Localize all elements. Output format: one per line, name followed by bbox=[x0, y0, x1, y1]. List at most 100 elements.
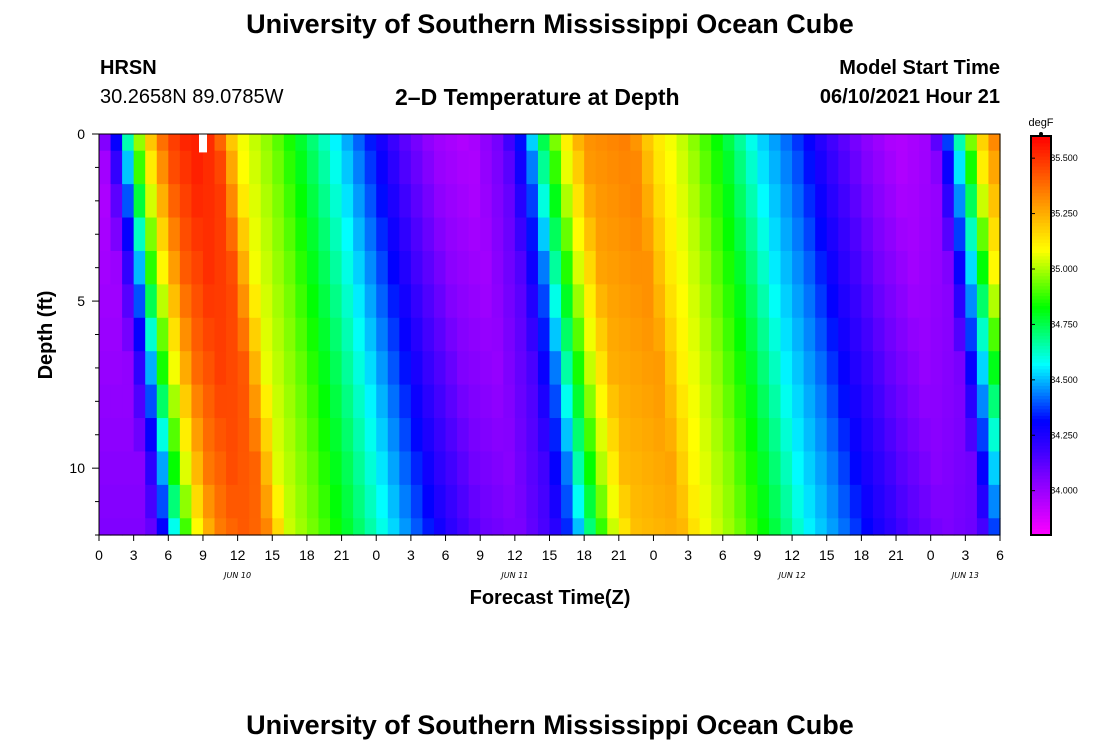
heatmap-cell bbox=[930, 351, 943, 386]
heatmap-cell bbox=[838, 150, 851, 185]
heatmap-cell bbox=[387, 484, 400, 519]
colorbar-swatch bbox=[1031, 136, 1051, 140]
heatmap-cell bbox=[514, 150, 527, 185]
heatmap-cell bbox=[226, 284, 239, 319]
heatmap-cell bbox=[330, 518, 343, 536]
heatmap-cell bbox=[838, 384, 851, 419]
heatmap-cell bbox=[295, 250, 308, 285]
heatmap-cell bbox=[780, 184, 793, 219]
colorbar-swatch bbox=[1031, 185, 1051, 190]
heatmap-cell bbox=[722, 217, 735, 252]
heatmap-cell bbox=[353, 217, 366, 252]
heatmap-cell bbox=[364, 150, 377, 185]
heatmap-cells bbox=[99, 134, 1001, 536]
heatmap-cell bbox=[953, 284, 966, 319]
heatmap-cell bbox=[330, 484, 343, 519]
heatmap-cell bbox=[99, 150, 112, 185]
heatmap-cell bbox=[226, 484, 239, 519]
heatmap-cell bbox=[780, 284, 793, 319]
heatmap-cell bbox=[942, 184, 955, 219]
heatmap-cell bbox=[607, 184, 620, 219]
heatmap-cell bbox=[110, 250, 123, 285]
heatmap-cell bbox=[838, 418, 851, 453]
heatmap-cell bbox=[618, 134, 631, 152]
x-tick-label: 12 bbox=[784, 547, 800, 563]
heatmap-cell bbox=[480, 150, 493, 185]
heatmap-cell bbox=[364, 134, 377, 152]
heatmap-cell bbox=[872, 284, 886, 319]
heatmap-cell bbox=[884, 317, 897, 352]
heatmap-cell bbox=[699, 518, 712, 536]
colorbar-swatch bbox=[1031, 312, 1051, 317]
heatmap-cell bbox=[156, 150, 169, 185]
x-tick-label: 3 bbox=[130, 547, 138, 563]
heatmap-cell bbox=[561, 134, 574, 152]
heatmap-cell bbox=[884, 284, 897, 319]
heatmap-cell bbox=[526, 284, 539, 319]
heatmap-cell bbox=[607, 250, 620, 285]
heatmap-cell bbox=[341, 284, 354, 319]
heatmap-cell bbox=[792, 284, 805, 319]
heatmap-cell bbox=[480, 451, 493, 486]
heatmap-cell bbox=[826, 150, 839, 185]
heatmap-cell bbox=[526, 317, 539, 352]
colorbar-swatch bbox=[1031, 265, 1051, 270]
heatmap-cell bbox=[942, 484, 955, 519]
heatmap-cell bbox=[376, 484, 389, 519]
heatmap-cell bbox=[202, 184, 216, 219]
heatmap-cell bbox=[156, 351, 169, 386]
heatmap-cell bbox=[202, 418, 216, 453]
heatmap-cell bbox=[757, 284, 770, 319]
colorbar-swatch bbox=[1031, 498, 1051, 503]
heatmap-cell bbox=[364, 484, 377, 519]
heatmap-cell bbox=[861, 284, 874, 319]
colorbar-swatch bbox=[1031, 428, 1051, 433]
colorbar-swatch bbox=[1031, 372, 1051, 376]
heatmap-cell bbox=[433, 134, 447, 152]
heatmap-cell bbox=[306, 317, 320, 352]
heatmap-cell bbox=[861, 150, 874, 185]
heatmap-cell bbox=[757, 217, 770, 252]
heatmap-cell bbox=[99, 451, 112, 486]
heatmap-cell bbox=[711, 351, 724, 386]
heatmap-cell bbox=[792, 351, 805, 386]
heatmap-cell bbox=[815, 284, 828, 319]
heatmap-cell bbox=[422, 451, 435, 486]
colorbar-swatch bbox=[1031, 139, 1051, 144]
colorbar: degF 85.500 85.250 85.000 84.750 84.500 84.250… bbox=[1028, 117, 1078, 536]
heatmap-cell bbox=[838, 351, 851, 386]
heatmap-cell bbox=[907, 351, 920, 386]
heatmap-cell bbox=[364, 184, 377, 219]
heatmap-cell bbox=[214, 518, 227, 536]
heatmap-cell bbox=[572, 418, 585, 453]
heatmap-cell bbox=[387, 317, 400, 352]
colorbar-swatch bbox=[1031, 239, 1051, 244]
heatmap-cell bbox=[896, 134, 909, 152]
colorbar-label: 85.500 bbox=[1050, 153, 1078, 163]
heatmap-cell bbox=[595, 484, 608, 519]
heatmap-cell bbox=[145, 418, 158, 453]
heatmap-cell bbox=[526, 518, 539, 536]
heatmap-cell bbox=[133, 150, 146, 185]
heatmap-cell bbox=[561, 384, 574, 419]
heatmap-cell bbox=[249, 418, 262, 453]
heatmap-cell bbox=[503, 317, 516, 352]
heatmap-cell bbox=[584, 484, 597, 519]
heatmap-cell bbox=[757, 150, 770, 185]
heatmap-cell bbox=[780, 217, 793, 252]
heatmap-cell bbox=[976, 418, 990, 453]
colorbar-swatch bbox=[1031, 455, 1051, 460]
heatmap-cell bbox=[537, 418, 551, 453]
heatmap-cell bbox=[122, 184, 135, 219]
heatmap-cell bbox=[688, 451, 701, 486]
heatmap-cell bbox=[711, 217, 724, 252]
heatmap-cell bbox=[433, 184, 447, 219]
heatmap-cell bbox=[688, 250, 701, 285]
heatmap-cell bbox=[364, 217, 377, 252]
heatmap-cell bbox=[503, 384, 516, 419]
heatmap-cell bbox=[688, 384, 701, 419]
colorbar-swatch bbox=[1031, 172, 1051, 177]
heatmap-cell bbox=[179, 284, 193, 319]
colorbar-swatch bbox=[1031, 358, 1051, 363]
heatmap-cell bbox=[618, 384, 631, 419]
